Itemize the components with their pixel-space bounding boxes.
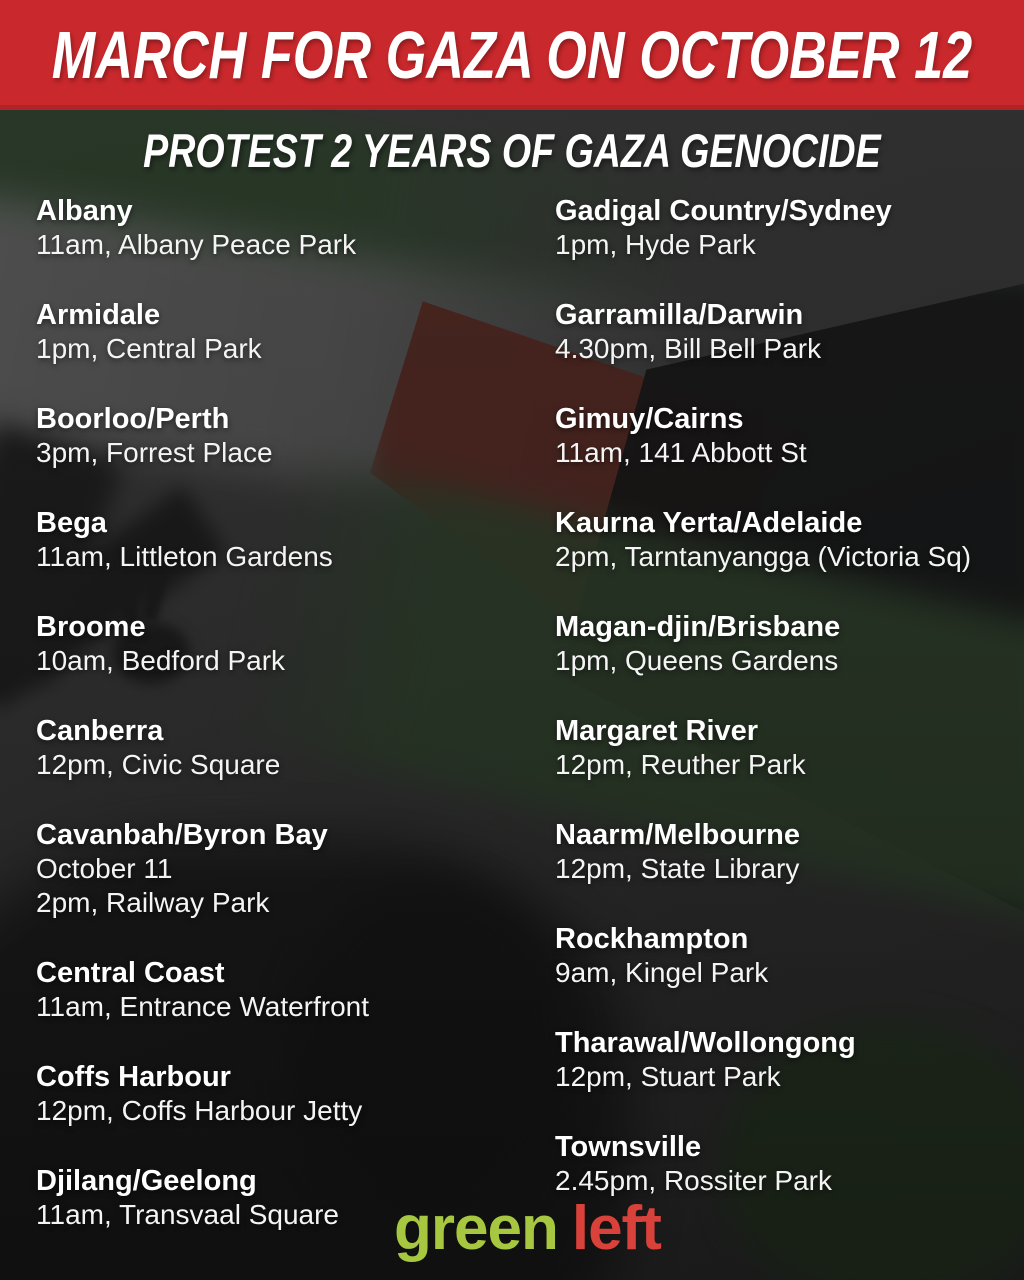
event-entry: Bega 11am, Littleton Gardens	[36, 506, 526, 574]
poster-title: MARCH FOR GAZA ON OCTOBER 12	[51, 17, 973, 93]
city-name: Albany	[36, 195, 133, 227]
city-name: Canberra	[36, 715, 164, 747]
event-entry: Central Coast 11am, Entrance Waterfront	[36, 956, 526, 1024]
city-name: Magan-djin/Brisbane	[555, 611, 841, 643]
city-name: Boorloo/Perth	[36, 403, 230, 435]
event-detail: 2pm, Tarntanyangga (Victoria Sq)	[555, 541, 972, 572]
event-detail: 11am, Transvaal Square	[36, 1199, 339, 1230]
event-detail: October 11	[36, 853, 173, 884]
city-name: Broome	[36, 611, 146, 643]
event-detail: 11am, Littleton Gardens	[36, 541, 333, 572]
event-detail: 11am, Albany Peace Park	[36, 229, 357, 260]
city-name: Bega	[36, 507, 107, 539]
event-detail: 1pm, Central Park	[36, 333, 262, 364]
event-detail: 4.30pm, Bill Bell Park	[555, 333, 822, 364]
subtitle-row: PROTEST 2 YEARS OF GAZA GENOCIDE	[0, 122, 1024, 178]
event-entry: Magan-djin/Brisbane 1pm, Queens Gardens	[555, 610, 1005, 678]
event-detail: 3pm, Forrest Place	[36, 437, 273, 468]
event-detail: 11am, 141 Abbott St	[555, 437, 807, 468]
event-detail: 10am, Bedford Park	[36, 645, 286, 676]
event-entry: Broome 10am, Bedford Park	[36, 610, 526, 678]
event-entry: Gimuy/Cairns 11am, 141 Abbott St	[555, 402, 1005, 470]
event-entry: Tharawal/Wollongong 12pm, Stuart Park	[555, 1026, 1005, 1094]
green-left-logo: green left	[394, 1194, 662, 1264]
event-detail: 12pm, Reuther Park	[555, 749, 806, 780]
city-name: Armidale	[36, 299, 161, 331]
city-name: Garramilla/Darwin	[555, 299, 804, 331]
event-detail: 2.45pm, Rossiter Park	[555, 1165, 832, 1196]
city-name: Margaret River	[555, 715, 759, 747]
city-name: Townsville	[555, 1131, 702, 1163]
event-detail: 12pm, Stuart Park	[555, 1061, 781, 1092]
event-detail: 1pm, Hyde Park	[555, 229, 756, 260]
event-entry: Rockhampton 9am, Kingel Park	[555, 922, 1005, 990]
event-entry: Djilang/Geelong 11am, Transvaal Square	[36, 1164, 526, 1232]
event-entry: Garramilla/Darwin 4.30pm, Bill Bell Park	[555, 298, 1005, 366]
event-detail: 12pm, Coffs Harbour Jetty	[36, 1095, 363, 1126]
poster-subtitle: PROTEST 2 YEARS OF GAZA GENOCIDE	[143, 123, 881, 177]
event-entry: Canberra 12pm, Civic Square	[36, 714, 526, 782]
event-entry: Albany 11am, Albany Peace Park	[36, 194, 526, 262]
events-column-right: Gadigal Country/Sydney 1pm, Hyde Park Garr…	[555, 194, 1005, 1234]
city-name: Kaurna Yerta/Adelaide	[555, 507, 863, 539]
logo-word-green: green	[394, 1194, 559, 1263]
event-entry: Gadigal Country/Sydney 1pm, Hyde Park	[555, 194, 1005, 262]
event-detail: 12pm, Civic Square	[36, 749, 281, 780]
event-detail: 12pm, State Library	[555, 853, 800, 884]
city-name: Gadigal Country/Sydney	[555, 195, 892, 227]
city-name: Rockhampton	[555, 923, 749, 955]
event-entry: Kaurna Yerta/Adelaide 2pm, Tarntanyangga …	[555, 506, 1005, 574]
event-entry: Cavanbah/Byron Bay October 11 2pm, Railway…	[36, 818, 526, 920]
event-entry: Coffs Harbour 12pm, Coffs Harbour Jetty	[36, 1060, 526, 1128]
city-name: Tharawal/Wollongong	[555, 1027, 856, 1059]
logo-word-left: left	[571, 1194, 662, 1263]
event-entry: Townsville 2.45pm, Rossiter Park	[555, 1130, 1005, 1198]
city-name: Coffs Harbour	[36, 1061, 231, 1093]
event-detail: 9am, Kingel Park	[555, 957, 769, 988]
event-entry: Naarm/Melbourne 12pm, State Library	[555, 818, 1005, 886]
city-name: Central Coast	[36, 957, 225, 989]
event-detail: 1pm, Queens Gardens	[555, 645, 839, 676]
event-entry: Boorloo/Perth 3pm, Forrest Place	[36, 402, 526, 470]
event-entry: Margaret River 12pm, Reuther Park	[555, 714, 1005, 782]
events-column-left: Albany 11am, Albany Peace Park Armidale 1pm…	[36, 194, 526, 1268]
city-name: Cavanbah/Byron Bay	[36, 819, 328, 851]
city-name: Naarm/Melbourne	[555, 819, 800, 851]
city-name: Djilang/Geelong	[36, 1165, 257, 1197]
event-detail: 2pm, Railway Park	[36, 887, 270, 918]
event-detail: 11am, Entrance Waterfront	[36, 991, 370, 1022]
city-name: Gimuy/Cairns	[555, 403, 744, 435]
event-entry: Armidale 1pm, Central Park	[36, 298, 526, 366]
header-banner: MARCH FOR GAZA ON OCTOBER 12	[0, 0, 1024, 110]
